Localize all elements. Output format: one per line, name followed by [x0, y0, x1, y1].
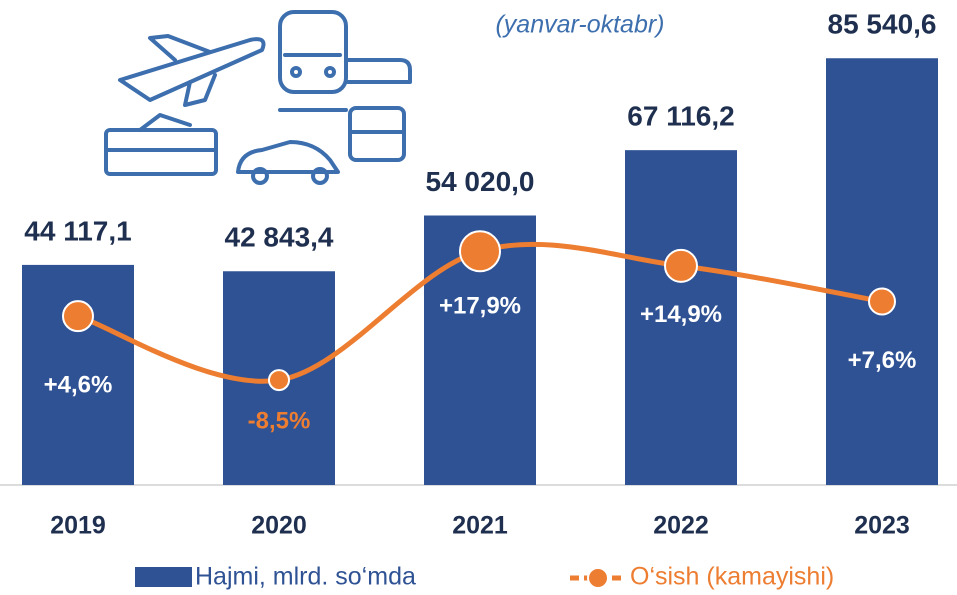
- x-tick-label: 2023: [854, 512, 910, 540]
- growth-marker: [664, 248, 698, 283]
- legend-swatch: [135, 567, 192, 587]
- bar-value-label: 67 116,2: [627, 101, 734, 132]
- legend-label: O‘sish (kamayishi): [630, 563, 834, 591]
- legend-marker: [587, 567, 609, 589]
- x-tick-label: 2019: [50, 512, 106, 540]
- bar: [625, 150, 737, 485]
- x-tick-label: 2022: [653, 512, 709, 540]
- x-tick-label: 2021: [452, 512, 508, 540]
- bar: [826, 58, 938, 486]
- growth-label: -8,5%: [248, 407, 311, 434]
- growth-label: +4,6%: [44, 371, 113, 398]
- growth-label: +14,9%: [640, 301, 722, 328]
- growth-marker: [459, 230, 501, 273]
- bar-value-label: 54 020,0: [426, 166, 535, 197]
- growth-label: +7,6%: [848, 347, 917, 374]
- bar-value-label: 85 540,6: [828, 9, 937, 40]
- bar-value-label: 42 843,4: [225, 222, 334, 253]
- transport-icons: [104, 10, 412, 185]
- growth-label: +17,9%: [439, 293, 521, 320]
- bar-value-label: 44 117,1: [24, 215, 131, 246]
- legend-label: Hajmi, mlrd. so‘mda: [195, 563, 416, 591]
- growth-marker: [868, 287, 896, 316]
- chart-subtitle: (yanvar-oktabr): [495, 11, 664, 39]
- growth-marker: [62, 300, 94, 333]
- x-tick-label: 2020: [251, 512, 307, 540]
- growth-marker: [268, 369, 290, 392]
